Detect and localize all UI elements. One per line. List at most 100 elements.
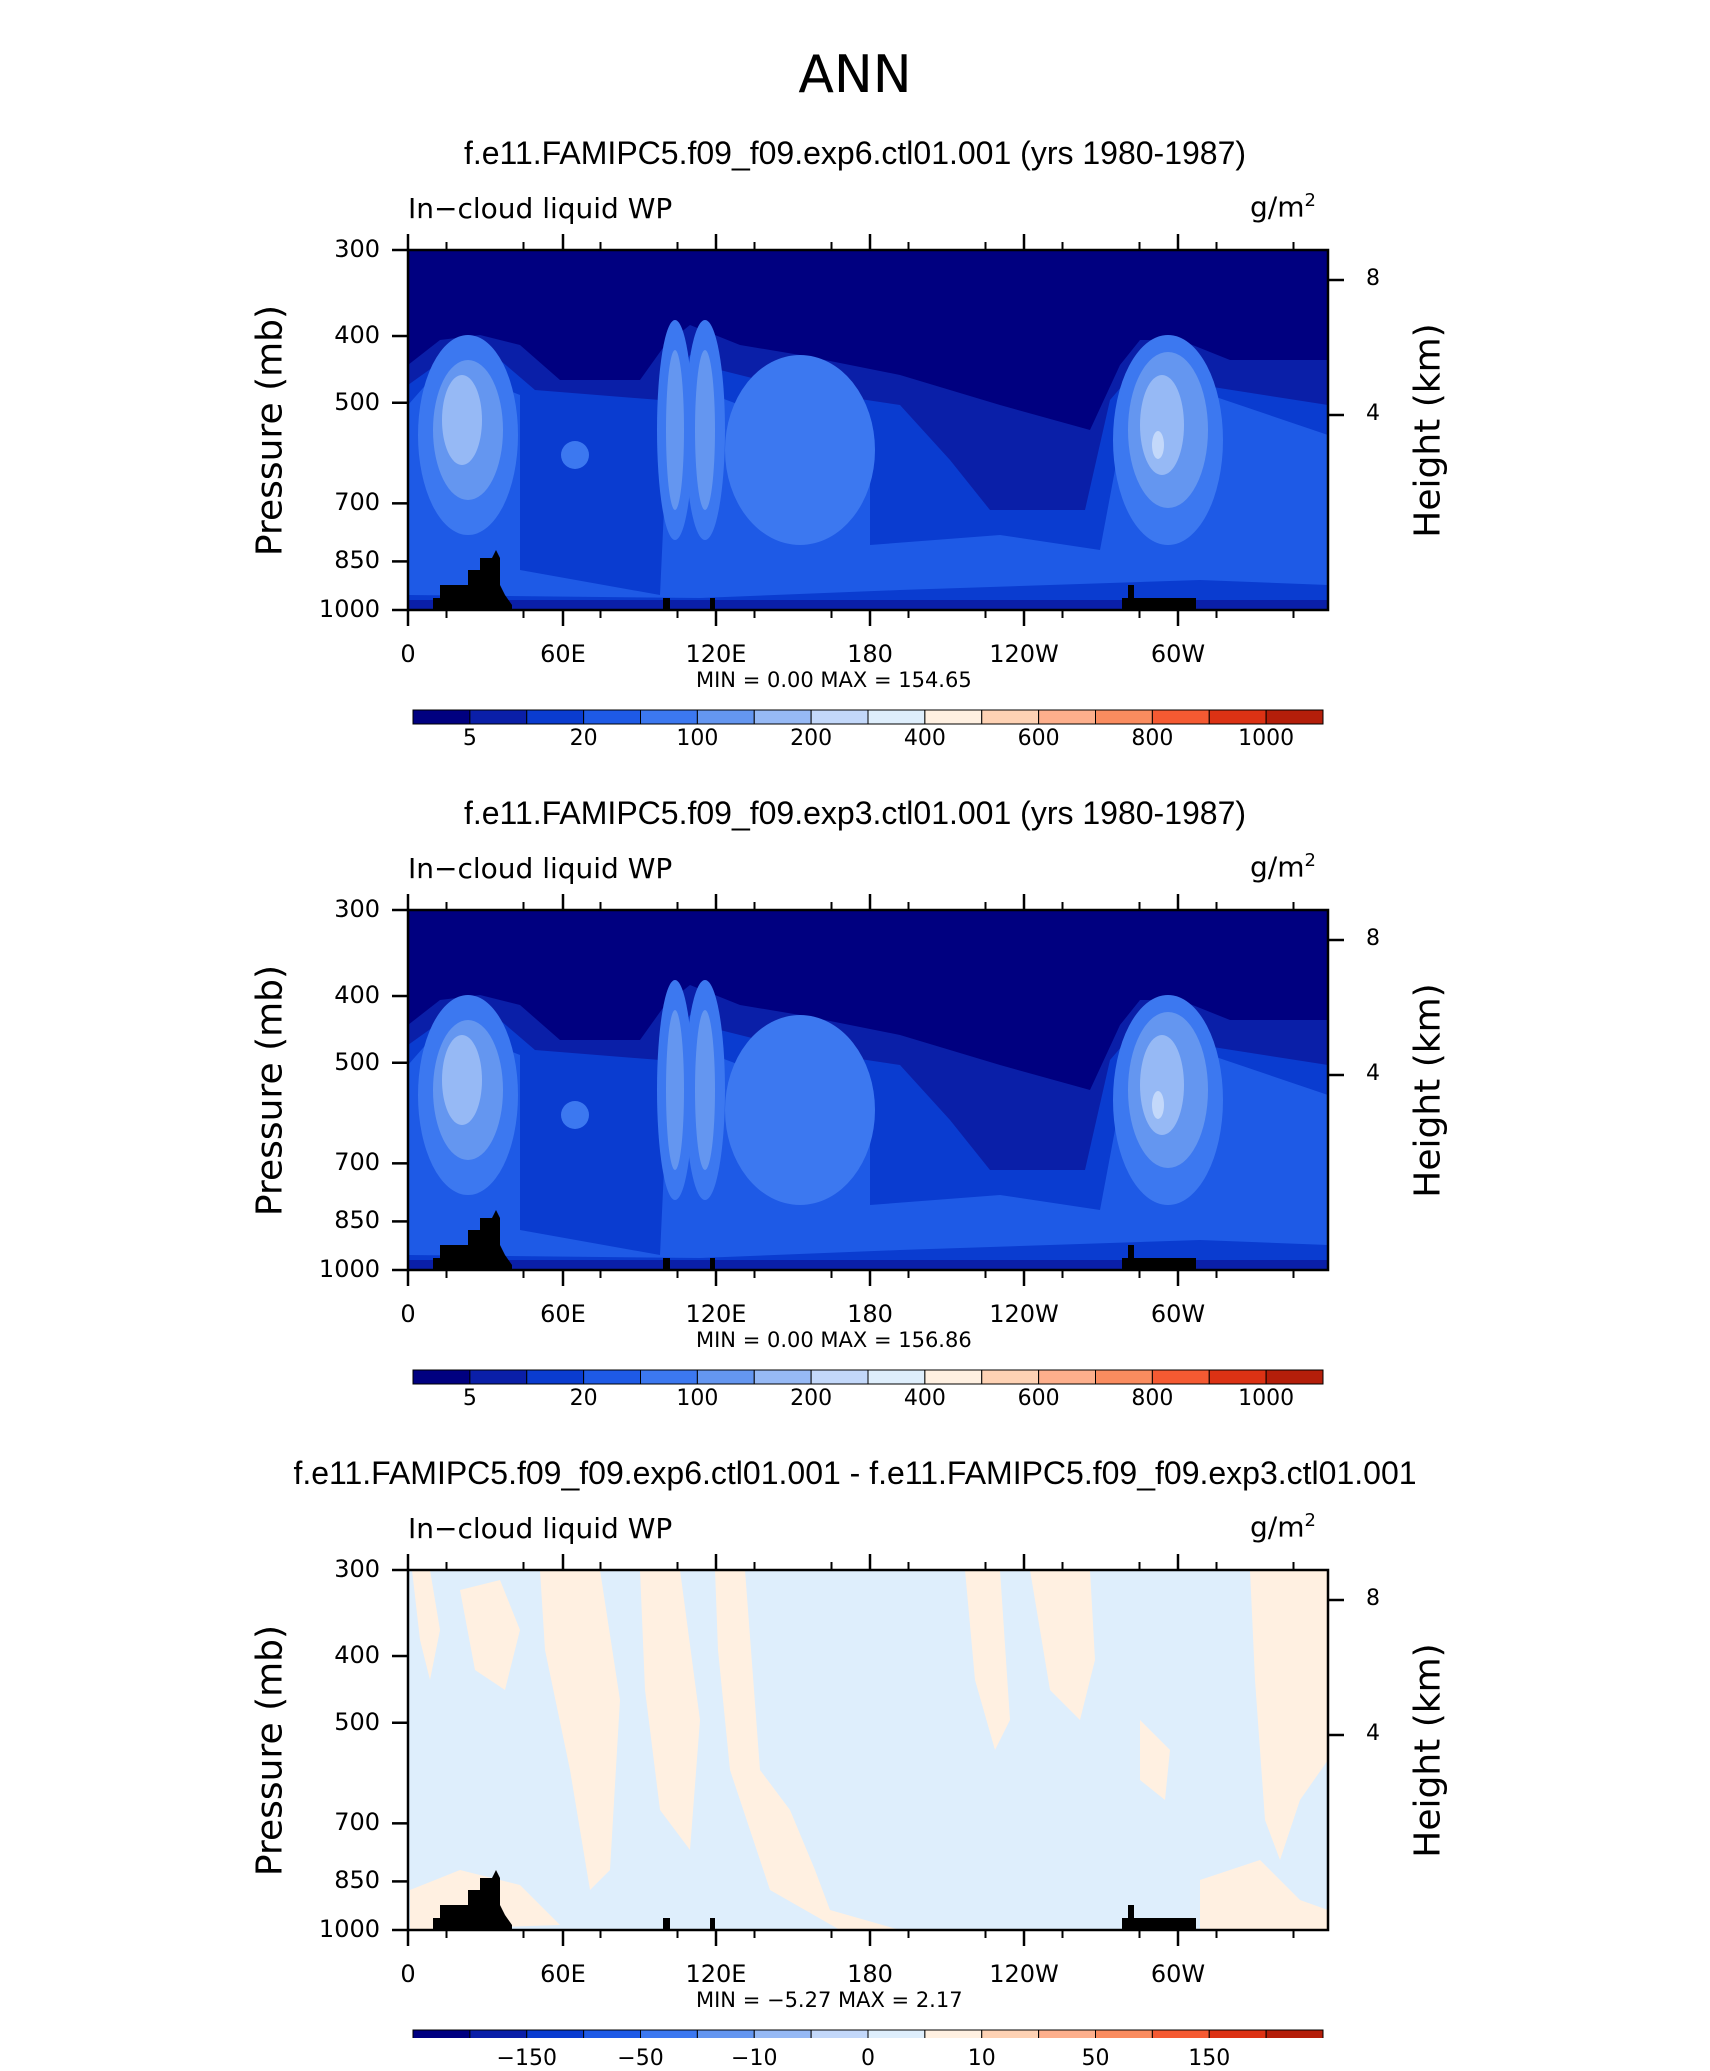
y-tick-label: 500: [290, 388, 380, 416]
land-maritime-a: [663, 1918, 670, 1930]
field-surface-band: [408, 600, 1328, 610]
plot-frame: [406, 1568, 1330, 1932]
colorbar-label-text: −10: [731, 2046, 778, 2071]
colorbar-box: [753, 2029, 812, 2038]
variable-label: In−cloud liquid WP: [408, 192, 672, 225]
field-blob-africa-6: [442, 1035, 482, 1125]
height-tick-label-text: 8: [1366, 1586, 1380, 1611]
field-blob-maritime-b-5: [695, 350, 715, 510]
variable-label-text: In−cloud liquid WP: [408, 1512, 673, 1545]
colorbar-label: 1000: [1216, 726, 1316, 751]
units-label-superscript: 2: [1304, 850, 1316, 871]
field-blob-samerica-7: [1152, 431, 1164, 459]
figure-title: ANN: [798, 45, 912, 105]
land-maritime-b: [710, 1258, 715, 1270]
colorbar-label: 0: [818, 2046, 918, 2071]
colorbar-label-text: 600: [1017, 1386, 1060, 1411]
colorbar-label-text: 100: [676, 726, 719, 751]
field-blob-samerica-6: [1140, 375, 1184, 475]
y-tick-label: 700: [290, 1148, 380, 1176]
y-axis-label: Pressure (mb): [250, 931, 291, 1251]
colorbar-label: 20: [534, 726, 634, 751]
plot-frame: [406, 248, 1330, 612]
x-tick-label: 60W: [1123, 640, 1233, 668]
y-tick-label-text: 300: [334, 895, 380, 923]
colorbar-label: 5: [420, 1386, 520, 1411]
panel-title: f.e11.FAMIPC5.f09_f09.exp3.ctl01.001 (yr…: [0, 795, 1710, 832]
colorbar-box: [810, 709, 869, 725]
colorbar-label: 100: [647, 1386, 747, 1411]
field-surface-band: [408, 1260, 1328, 1270]
x-tick-label: 120W: [969, 1300, 1079, 1328]
variable-label-text: In−cloud liquid WP: [408, 852, 673, 885]
colorbar-label-text: 150: [1188, 2046, 1231, 2071]
y-tick-label: 300: [290, 1555, 380, 1583]
y-axis-label-text: Pressure (mb): [249, 304, 291, 557]
colorbar-box: [981, 709, 1040, 725]
colorbar-box: [412, 1369, 471, 1385]
panel-3: [392, 1554, 1344, 2038]
min-max-stats-text: MIN = 0.00 MAX = 156.86: [696, 1328, 972, 1352]
land-maritime-a: [663, 598, 670, 610]
x-tick-label: 180: [815, 1300, 925, 1328]
x-tick-label: 180: [815, 640, 925, 668]
colorbar-box: [526, 2029, 585, 2038]
x-tick-label-text: 120W: [989, 1300, 1059, 1328]
y-axis-label-text: Pressure (mb): [249, 964, 291, 1217]
colorbar-label: −150: [477, 2046, 577, 2071]
x-tick-label: 180: [815, 1960, 925, 1988]
y-tick-label-text: 1000: [318, 1255, 380, 1283]
y-axis-label-right-text: Height (km): [1407, 1643, 1449, 1858]
colorbar-box: [526, 709, 585, 725]
units-label-text: g/m: [1250, 1510, 1305, 1544]
field-pos-patch-1: [412, 1570, 440, 1680]
colorbar-label-text: −150: [496, 2046, 557, 2071]
x-tick-label-text: 120E: [685, 1960, 747, 1988]
colorbar-box: [469, 1369, 528, 1385]
colorbar-label-text: 5: [462, 1386, 477, 1411]
x-tick-label: 60W: [1123, 1960, 1233, 1988]
colorbar-box: [1265, 2029, 1324, 2038]
height-tick-label: 8: [1366, 926, 1380, 951]
panel-title-text: f.e11.FAMIPC5.f09_f09.exp6.ctl01.001 (yr…: [463, 135, 1247, 171]
colorbar-label-text: 800: [1131, 1386, 1174, 1411]
height-tick-label: 4: [1366, 401, 1380, 426]
y-tick-label-text: 850: [334, 1866, 380, 1895]
x-tick-label-text: 0: [400, 1960, 416, 1988]
colorbar-label-text: 400: [903, 1386, 946, 1411]
y-tick-label: 850: [290, 1206, 380, 1234]
height-tick-label: 4: [1366, 1721, 1380, 1746]
colorbar-label: −50: [591, 2046, 691, 2071]
field-blob-ocean-4: [561, 1101, 589, 1129]
colorbar-box: [981, 1369, 1040, 1385]
y-tick-label: 400: [290, 321, 380, 349]
y-axis-label-right-text: Height (km): [1407, 983, 1449, 1198]
min-max-stats: MIN = −5.27 MAX = 2.17: [696, 1988, 963, 2012]
colorbar-label: 5: [420, 726, 520, 751]
units-label-text: g/m: [1250, 850, 1305, 884]
x-tick-label-text: 180: [847, 1960, 893, 1988]
x-tick-label-text: 180: [847, 1300, 893, 1328]
colorbar-box: [1151, 2029, 1210, 2038]
field-blob-africa-6: [442, 375, 482, 465]
colorbar-box: [924, 1369, 983, 1385]
y-tick-label-text: 500: [334, 1707, 380, 1736]
x-tick-label: 60E: [508, 1960, 618, 1988]
colorbar-box: [810, 1369, 869, 1385]
y-tick-label-text: 1000: [318, 1915, 380, 1943]
x-tick-label-text: 120E: [685, 640, 747, 668]
land-africa: [433, 1870, 512, 1930]
colorbar-box: [924, 2029, 983, 2038]
height-tick-label: 8: [1366, 1586, 1380, 1611]
y-tick-label: 850: [290, 546, 380, 574]
field-pos-patch-9: [1250, 1570, 1328, 1860]
x-tick-label-text: 0: [400, 640, 416, 668]
y-tick-label-text: 400: [334, 321, 380, 350]
colorbar-label-text: 800: [1131, 726, 1174, 751]
colorbar-box: [753, 1369, 812, 1385]
y-tick-label: 500: [290, 1708, 380, 1736]
colorbar-label-text: 200: [790, 726, 833, 751]
panel-title: f.e11.FAMIPC5.f09_f09.exp6.ctl01.001 (yr…: [0, 135, 1710, 172]
colorbar-box: [696, 1369, 755, 1385]
x-tick-label-text: 60W: [1150, 1960, 1206, 1988]
